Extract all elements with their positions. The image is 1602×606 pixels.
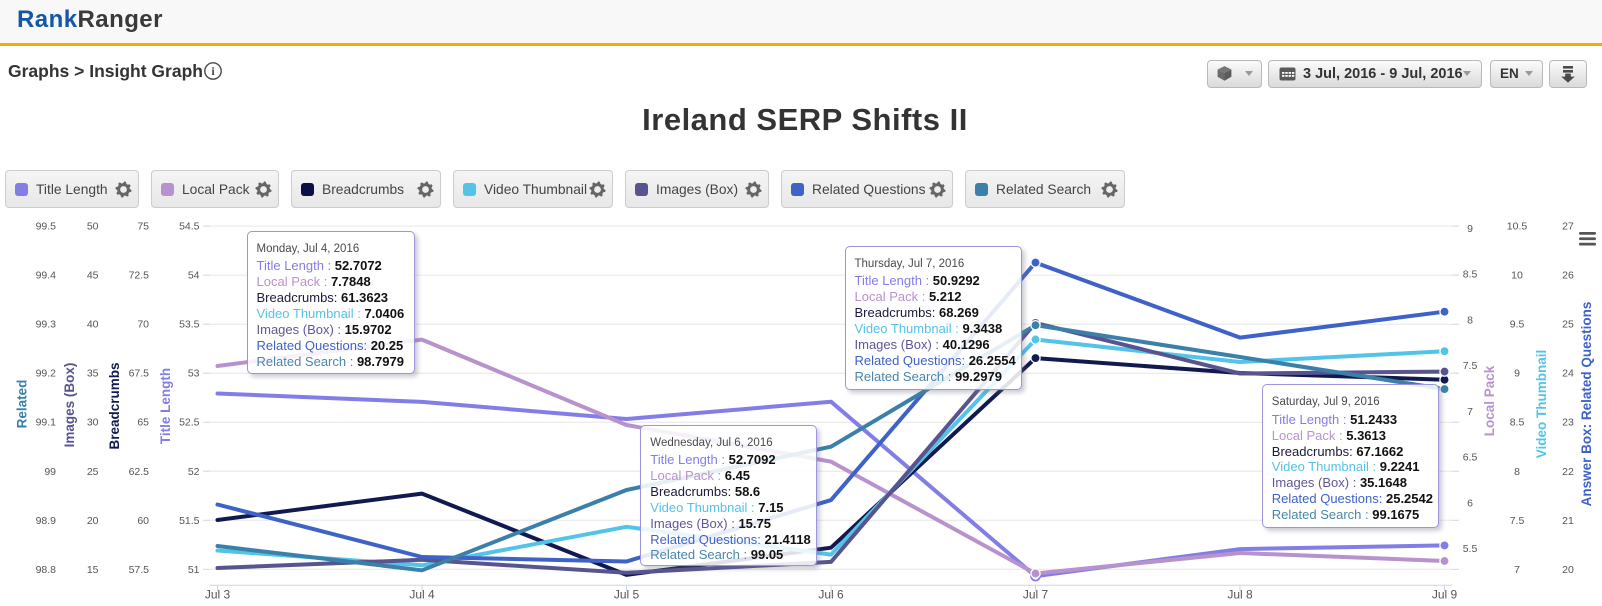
svg-text:99: 99 [44, 466, 56, 478]
svg-text:98.8: 98.8 [36, 564, 57, 576]
svg-text:67.5: 67.5 [129, 368, 150, 380]
svg-text:10: 10 [1511, 270, 1523, 282]
svg-text:Images (Box): Images (Box) [62, 363, 77, 448]
svg-text:Jul 5: Jul 5 [614, 588, 640, 602]
svg-text:i: i [211, 64, 215, 78]
svg-text:51.5: 51.5 [179, 515, 200, 527]
svg-text:22: 22 [1562, 466, 1574, 478]
svg-text:75: 75 [137, 221, 149, 233]
svg-text:99.5: 99.5 [36, 221, 57, 233]
svg-text:27: 27 [1562, 221, 1574, 233]
svg-text:Jul 4: Jul 4 [409, 588, 435, 602]
svg-text:15: 15 [87, 564, 99, 576]
svg-text:Jul 9: Jul 9 [1432, 588, 1458, 602]
svg-text:52.5: 52.5 [179, 417, 200, 429]
svg-text:35: 35 [87, 368, 99, 380]
svg-text:Breadcrumbs: Breadcrumbs [107, 362, 122, 449]
svg-text:50: 50 [87, 221, 99, 233]
svg-text:40: 40 [87, 319, 99, 331]
svg-text:54: 54 [188, 270, 200, 282]
svg-text:62.5: 62.5 [129, 466, 150, 478]
svg-text:7.5: 7.5 [1510, 515, 1525, 527]
svg-text:Answer Box: Related Questions: Answer Box: Related Questions [1579, 302, 1594, 507]
svg-text:99.3: 99.3 [36, 319, 57, 331]
svg-text:7.5: 7.5 [1463, 360, 1478, 372]
svg-text:7: 7 [1467, 406, 1473, 418]
svg-text:8.5: 8.5 [1510, 417, 1525, 429]
svg-text:72.5: 72.5 [129, 270, 150, 282]
svg-text:8: 8 [1514, 466, 1520, 478]
svg-text:8.5: 8.5 [1463, 269, 1478, 281]
svg-text:Related: Related [15, 380, 30, 429]
svg-text:Jul 7: Jul 7 [1023, 588, 1049, 602]
svg-text:Local Pack: Local Pack [1482, 365, 1497, 436]
svg-text:57.5: 57.5 [129, 564, 150, 576]
svg-text:60: 60 [137, 515, 149, 527]
svg-text:21: 21 [1562, 515, 1574, 527]
svg-text:6.5: 6.5 [1463, 452, 1478, 464]
svg-text:Jul 3: Jul 3 [205, 588, 231, 602]
svg-text:99.1: 99.1 [36, 417, 57, 429]
svg-text:53.5: 53.5 [179, 319, 200, 331]
svg-text:52: 52 [188, 466, 200, 478]
svg-text:9: 9 [1514, 368, 1520, 380]
svg-text:99.4: 99.4 [36, 270, 57, 282]
svg-text:Jul 6: Jul 6 [818, 588, 844, 602]
svg-text:23: 23 [1562, 417, 1574, 429]
svg-text:Jul 8: Jul 8 [1227, 588, 1253, 602]
svg-text:5.5: 5.5 [1463, 543, 1478, 555]
svg-text:25: 25 [1562, 319, 1574, 331]
svg-text:45: 45 [87, 270, 99, 282]
svg-text:Title Length: Title Length [158, 368, 173, 444]
svg-text:20: 20 [1562, 564, 1574, 576]
svg-text:20: 20 [87, 515, 99, 527]
svg-text:53: 53 [188, 368, 200, 380]
svg-text:25: 25 [87, 466, 99, 478]
svg-text:9.5: 9.5 [1510, 319, 1525, 331]
svg-text:65: 65 [137, 417, 149, 429]
svg-text:9: 9 [1467, 223, 1473, 235]
svg-text:99.2: 99.2 [36, 368, 57, 380]
svg-text:8: 8 [1467, 314, 1473, 326]
svg-text:26: 26 [1562, 270, 1574, 282]
svg-text:24: 24 [1562, 368, 1574, 380]
svg-text:51: 51 [188, 564, 200, 576]
svg-text:10.5: 10.5 [1507, 221, 1528, 233]
svg-text:Video Thumbnail: Video Thumbnail [1534, 350, 1549, 459]
svg-text:30: 30 [87, 417, 99, 429]
svg-text:6: 6 [1467, 497, 1473, 509]
svg-text:7: 7 [1514, 564, 1520, 576]
svg-text:54.5: 54.5 [179, 221, 200, 233]
svg-text:70: 70 [137, 319, 149, 331]
svg-text:98.9: 98.9 [36, 515, 57, 527]
